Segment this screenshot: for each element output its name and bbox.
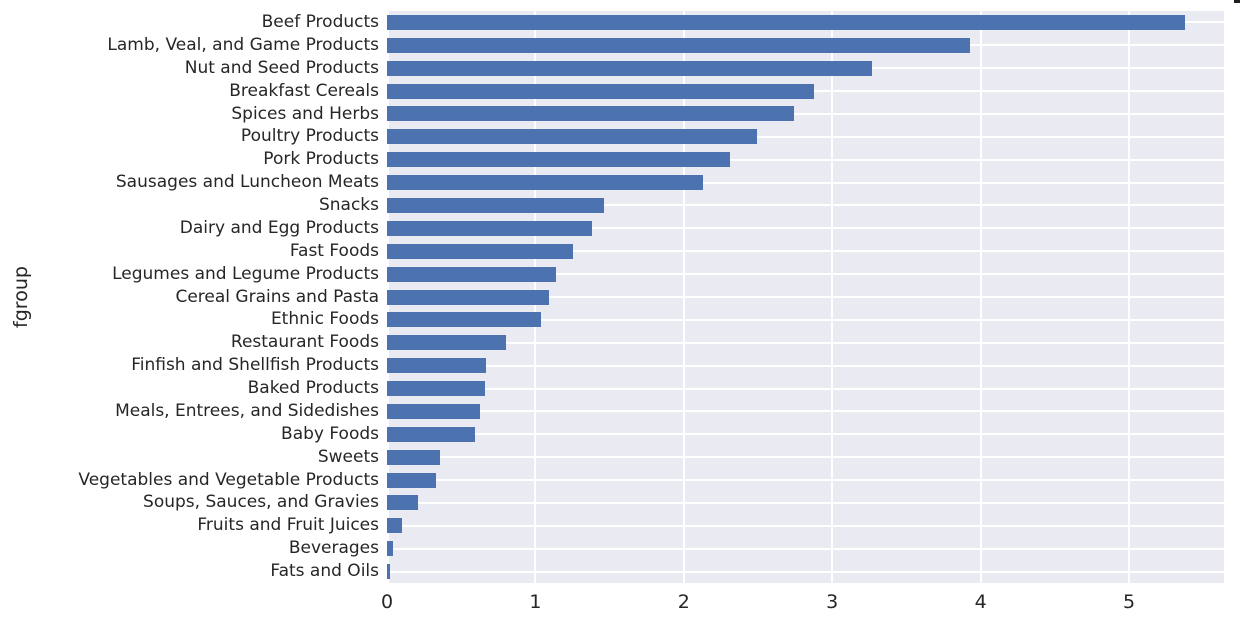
- y-tick-label: Soups, Sauces, and Gravies: [143, 492, 379, 513]
- y-tick-label: Ethnic Foods: [270, 309, 379, 330]
- bar: [387, 472, 436, 488]
- x-tick-label: 1: [529, 591, 542, 613]
- y-tick-label: Restaurant Foods: [230, 332, 379, 353]
- y-tick-label: Sweets: [317, 446, 379, 467]
- y-tick-label: Spices and Herbs: [231, 103, 379, 124]
- bar: [387, 403, 481, 419]
- bar: [387, 60, 873, 76]
- y-tick-label: Finfish and Shellfish Products: [131, 355, 379, 376]
- y-tick-label: Poultry Products: [240, 126, 379, 147]
- gridline-horizontal: [387, 341, 1224, 344]
- x-tick-label: 3: [826, 591, 839, 613]
- bar: [387, 83, 815, 99]
- gridline-vertical: [979, 11, 982, 583]
- bar: [387, 495, 419, 511]
- bar: [387, 220, 592, 236]
- gridline-horizontal: [387, 296, 1224, 298]
- bar: [387, 37, 971, 53]
- gridline-horizontal: [387, 227, 1224, 230]
- gridline-horizontal: [387, 158, 1224, 161]
- bar: [387, 152, 730, 168]
- bar: [387, 518, 402, 534]
- gridline-horizontal: [387, 112, 1224, 115]
- bar: [387, 358, 487, 374]
- bar: [387, 381, 485, 397]
- bar: [387, 335, 506, 351]
- gridline-horizontal: [387, 387, 1224, 390]
- y-tick-label: Lamb, Veal, and Game Products: [107, 34, 379, 55]
- gridline-horizontal: [387, 135, 1224, 138]
- y-tick-label: Dairy and Egg Products: [179, 217, 379, 238]
- gridline-horizontal: [387, 501, 1224, 504]
- bar: [387, 175, 704, 191]
- bar: [387, 449, 441, 465]
- bar: [387, 541, 393, 557]
- y-tick-label: Breakfast Cereals: [229, 80, 379, 101]
- bar: [387, 14, 1186, 30]
- gridline-horizontal: [387, 181, 1224, 184]
- gridline-horizontal: [387, 204, 1224, 207]
- gridline-horizontal: [387, 318, 1224, 321]
- bar: [387, 426, 475, 442]
- y-tick-label: Beverages: [288, 538, 379, 559]
- gridline-horizontal: [387, 524, 1224, 527]
- gridline-horizontal: [387, 433, 1224, 436]
- bar: [387, 243, 573, 259]
- gridline-horizontal: [387, 364, 1224, 367]
- gridline-vertical: [682, 11, 685, 583]
- y-tick-label: Fats and Oils: [270, 561, 379, 582]
- gridline-horizontal: [387, 479, 1224, 482]
- x-tick-label: 5: [1122, 591, 1136, 613]
- y-tick-label: Baked Products: [247, 378, 379, 399]
- y-tick-label: Vegetables and Vegetable Products: [78, 469, 379, 490]
- bar: [387, 312, 542, 328]
- y-tick-label: Nut and Seed Products: [184, 57, 379, 78]
- y-tick-label: Snacks: [318, 195, 379, 216]
- x-tick-label: 2: [677, 591, 690, 613]
- x-tick-label: 4: [974, 591, 987, 613]
- y-tick-label: Baby Foods: [281, 423, 379, 444]
- bar: [387, 564, 390, 580]
- bar: [387, 266, 557, 282]
- gridline-horizontal: [387, 456, 1224, 459]
- y-tick-label: Pork Products: [263, 149, 379, 170]
- y-tick-label: Fruits and Fruit Juices: [197, 515, 379, 536]
- x-tick-label: 0: [380, 591, 394, 613]
- cropped-ui-fragment: [1234, 0, 1240, 3]
- bar: [387, 129, 757, 145]
- plot-area: [387, 11, 1224, 583]
- bar: [387, 197, 604, 213]
- y-tick-label: Fast Foods: [289, 240, 379, 261]
- gridline-horizontal: [387, 410, 1224, 413]
- y-tick-label: Cereal Grains and Pasta: [175, 286, 379, 307]
- y-tick-label: Legumes and Legume Products: [112, 263, 379, 284]
- bar: [387, 289, 549, 305]
- y-tick-label: Meals, Entrees, and Sidedishes: [115, 400, 379, 421]
- gridline-horizontal: [387, 570, 1224, 573]
- bar: [387, 106, 794, 122]
- gridline-horizontal: [387, 547, 1224, 550]
- gridline-vertical: [1128, 11, 1131, 583]
- gridline-horizontal: [387, 273, 1224, 276]
- y-tick-label: Sausages and Luncheon Meats: [115, 172, 379, 193]
- y-tick-label: Beef Products: [261, 12, 379, 32]
- gridline-vertical: [831, 11, 834, 583]
- gridline-horizontal: [387, 250, 1224, 253]
